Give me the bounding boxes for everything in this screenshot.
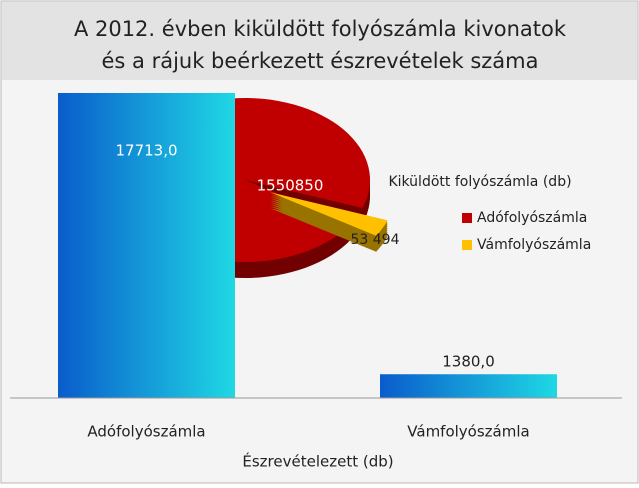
x-tick-label: Adófolyószámla <box>87 423 205 441</box>
bar <box>380 374 557 398</box>
x-axis-label: Észrevételezett (db) <box>242 452 393 471</box>
chart-subtitle: és a rájuk beérkezett észrevételek száma <box>101 49 538 73</box>
bar <box>58 92 235 398</box>
bars: 17713,0 1380,0 <box>58 92 557 398</box>
legend-label: Adófolyószámla <box>477 210 587 226</box>
legend-label: Vámfolyószámla <box>477 237 591 253</box>
data-label: 1550850 <box>257 177 324 195</box>
title-band <box>2 2 637 80</box>
data-label: 53 494 <box>351 232 400 248</box>
legend-swatch <box>462 240 472 250</box>
data-label: 17713,0 <box>115 141 177 159</box>
slice <box>270 192 388 236</box>
data-label: 1380,0 <box>442 353 495 371</box>
chart-title: A 2012. évben kiküldött folyószámla kivo… <box>74 17 567 41</box>
legend-title: Kiküldött folyószámla (db) <box>388 174 571 190</box>
legend-swatch <box>462 213 472 223</box>
x-tick-label: Vámfolyószámla <box>407 423 529 441</box>
